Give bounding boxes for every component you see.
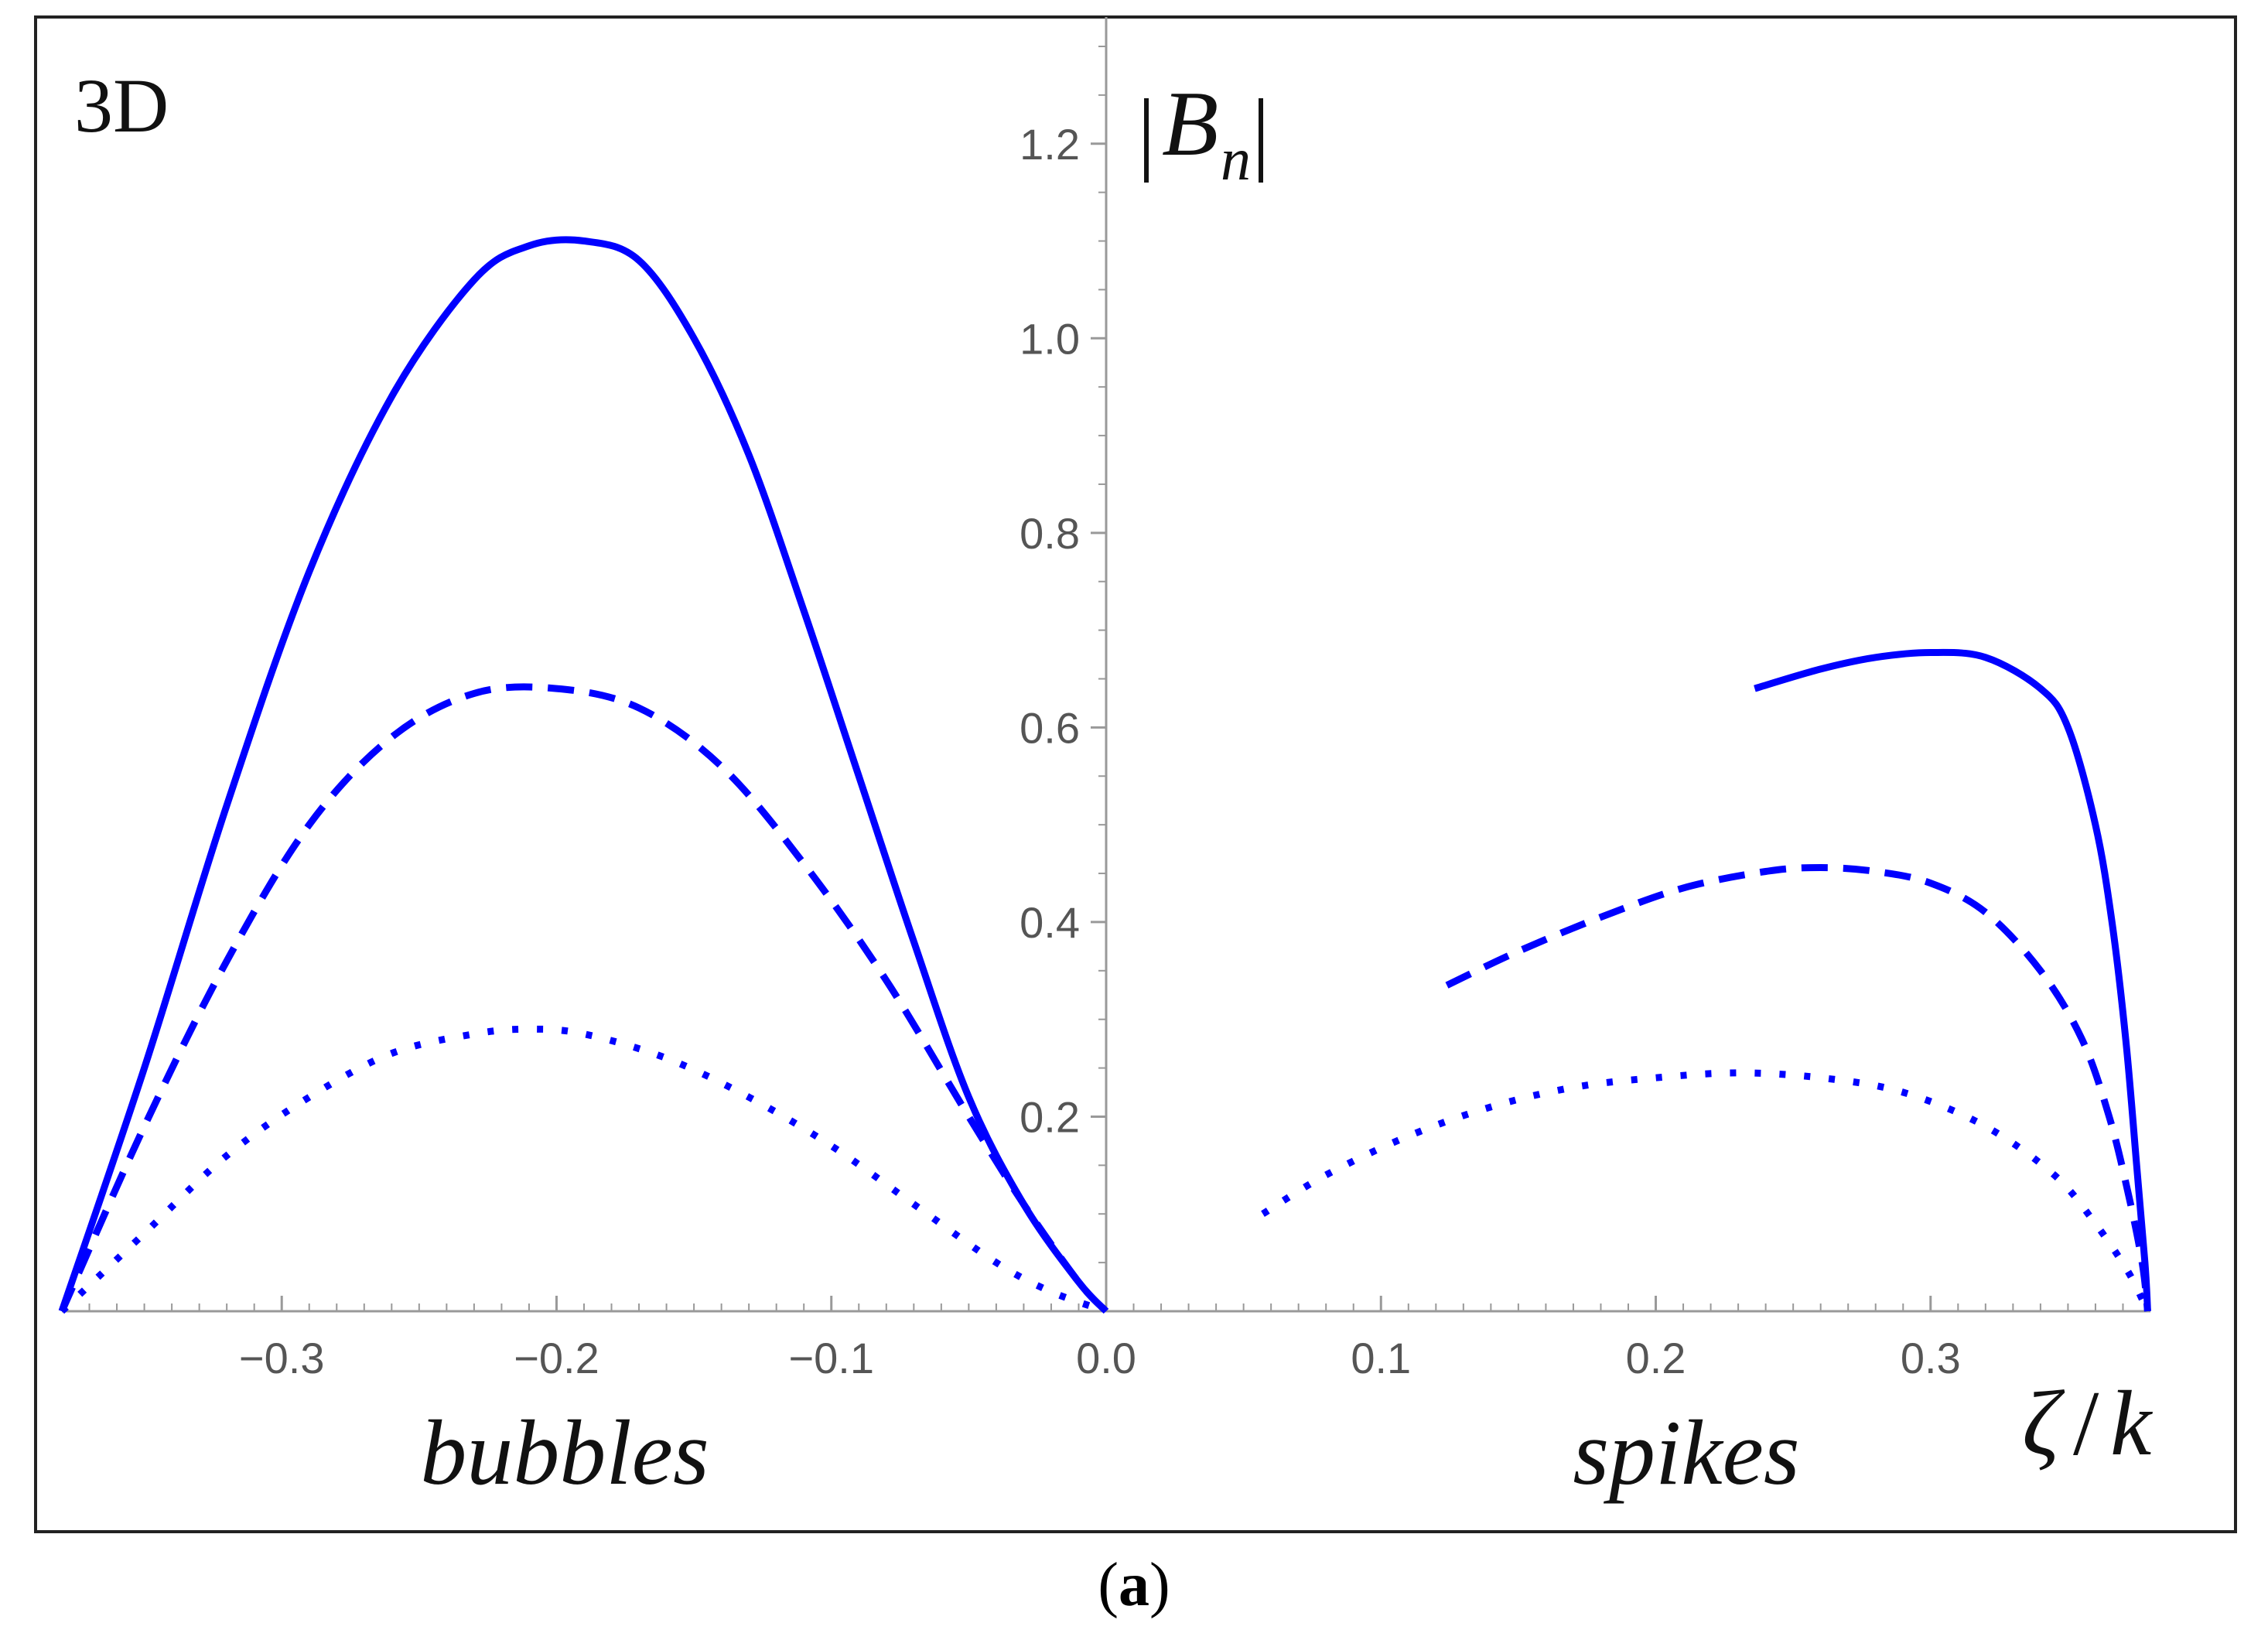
- y-tick-label: 0.4: [1020, 898, 1080, 947]
- y-axis-label-subscript: n: [1221, 125, 1251, 193]
- y-axis-label-bar-left: |: [1137, 80, 1156, 183]
- series-layer: [58, 236, 2151, 1315]
- series-line-bubbles-dashed: [58, 683, 1109, 1314]
- series-line-spikes-dashed: [1445, 864, 2151, 1312]
- spikes-label: spikes: [1573, 1401, 1799, 1504]
- y-tick-label: 0.6: [1020, 703, 1080, 752]
- axes: −0.3 −0.2 −0.1 0.0 0.1 0.2 0.3 0.2 0.4 0.6 0.8 1.0 1…: [62, 17, 2150, 1382]
- y-tick-label: 1.0: [1020, 314, 1080, 363]
- caption-text: (a): [1098, 1551, 1170, 1619]
- y-tick-label: 1.2: [1020, 120, 1080, 169]
- x-axis-label-slash: /: [2073, 1372, 2099, 1474]
- y-axis-label-base: B: [1162, 72, 1218, 175]
- series-line-spikes-solid: [1754, 648, 2151, 1312]
- caption: (a): [1098, 1551, 1170, 1619]
- x-axis-label-k: k: [2110, 1372, 2154, 1474]
- series-line-spikes-dotted: [1261, 1069, 2151, 1313]
- series-line-bubbles-dotted: [59, 1025, 1108, 1315]
- x-axis-label: ζ / k: [2022, 1372, 2154, 1474]
- caption-open: (: [1098, 1551, 1119, 1619]
- y-axis-label: | B n |: [1137, 72, 1270, 193]
- x-tick-label: 0.3: [1901, 1334, 1961, 1382]
- y-axis-label-bar-right: |: [1252, 80, 1270, 183]
- x-tick-label: 0.0: [1076, 1334, 1136, 1382]
- x-tick-label: −0.1: [788, 1334, 874, 1382]
- bubbles-label: bubbles: [420, 1401, 709, 1504]
- x-tick-label: −0.2: [514, 1334, 599, 1382]
- y-tick-label: 0.2: [1020, 1092, 1080, 1141]
- corner-label: 3D: [74, 63, 169, 149]
- series-line-bubbles-solid: [58, 236, 1109, 1314]
- x-axis-label-zeta: ζ: [2022, 1372, 2065, 1474]
- caption-letter: a: [1119, 1551, 1149, 1619]
- x-tick-label: −0.3: [239, 1334, 325, 1382]
- plot-frame: [34, 15, 2237, 1533]
- caption-close: ): [1149, 1551, 1170, 1619]
- x-tick-label: 0.2: [1626, 1334, 1686, 1382]
- y-tick-label: 0.8: [1020, 509, 1080, 558]
- x-tick-label: 0.1: [1351, 1334, 1411, 1382]
